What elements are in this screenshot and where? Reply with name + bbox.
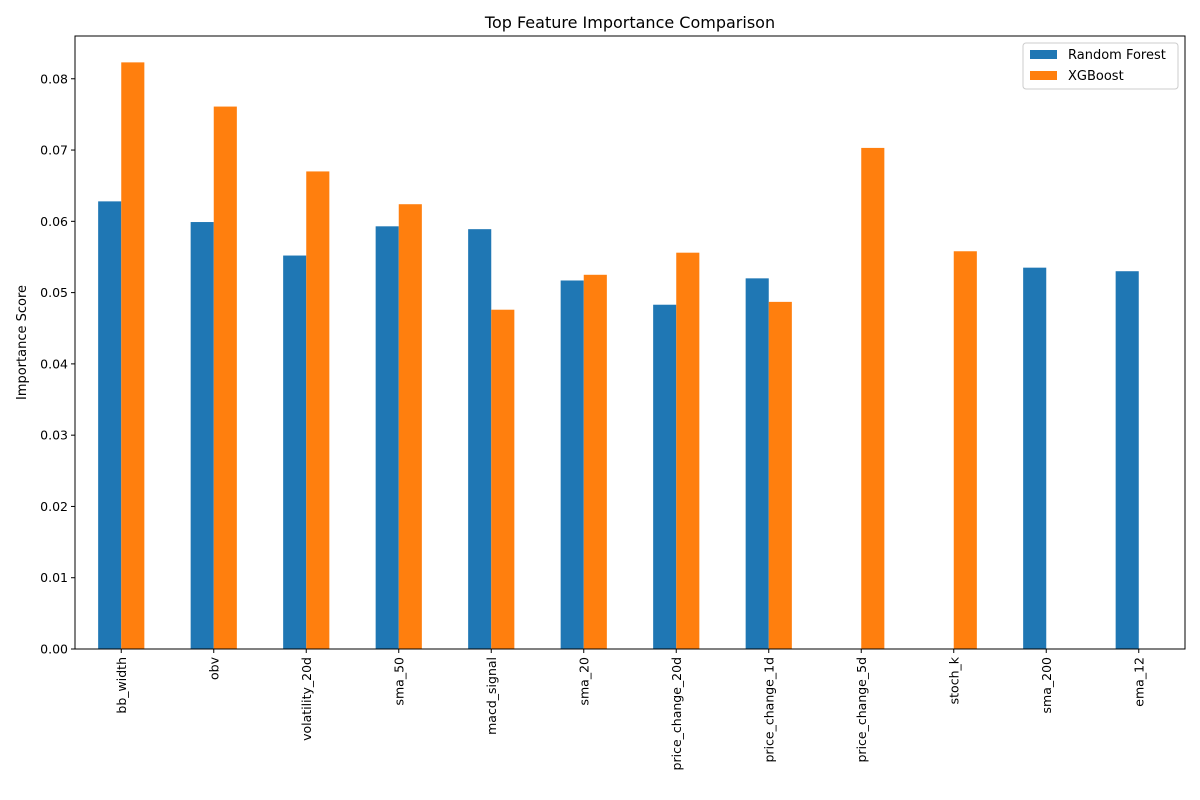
x-tick-label-sma_20: sma_20 bbox=[576, 657, 591, 706]
x-tick-label-stoch_k: stoch_k bbox=[946, 656, 961, 704]
bar-sma_50-random-forest bbox=[375, 226, 399, 649]
y-tick-label: 0.03 bbox=[40, 428, 68, 443]
bar-price_change_20d-random-forest bbox=[653, 304, 677, 649]
y-tick-label: 0.02 bbox=[40, 499, 68, 514]
x-tick-label-volatility_20d: volatility_20d bbox=[299, 657, 314, 741]
y-tick-label: 0.04 bbox=[40, 356, 68, 371]
y-tick-label: 0.05 bbox=[40, 285, 68, 300]
bar-sma_50-xgboost bbox=[398, 204, 422, 649]
bar-sma_200-random-forest bbox=[1023, 267, 1047, 649]
bar-bb_width-xgboost bbox=[121, 62, 145, 650]
bar-price_change_1d-random-forest bbox=[745, 278, 769, 649]
y-tick-label: 0.00 bbox=[40, 642, 68, 657]
x-tick-label-sma_200: sma_200 bbox=[1039, 657, 1054, 714]
legend-swatch-xgboost bbox=[1030, 71, 1057, 80]
bar-macd_signal-random-forest bbox=[468, 229, 492, 650]
bar-ema_12-random-forest bbox=[1115, 271, 1139, 649]
x-tick-label-macd_signal: macd_signal bbox=[484, 657, 499, 735]
bar-obv-random-forest bbox=[190, 222, 214, 649]
bar-obv-xgboost bbox=[213, 106, 237, 649]
bar-price_change_20d-xgboost bbox=[676, 252, 700, 650]
x-tick-label-price_change_20d: price_change_20d bbox=[669, 657, 684, 770]
y-tick-label: 0.07 bbox=[40, 143, 68, 158]
y-tick-label: 0.08 bbox=[40, 71, 68, 86]
x-tick-label-sma_50: sma_50 bbox=[391, 657, 406, 706]
x-tick-label-price_change_1d: price_change_1d bbox=[761, 657, 776, 763]
bar-price_change_1d-xgboost bbox=[768, 301, 792, 649]
legend-label-random-forest: Random Forest bbox=[1068, 48, 1166, 63]
plot-frame bbox=[74, 35, 1186, 650]
y-tick-label: 0.01 bbox=[40, 570, 68, 585]
x-tick-label-ema_12: ema_12 bbox=[1131, 657, 1146, 707]
bar-price_change_5d-xgboost bbox=[861, 147, 885, 649]
x-tick-label-price_change_5d: price_change_5d bbox=[854, 657, 869, 763]
legend-label-xgboost: XGBoost bbox=[1068, 69, 1124, 84]
y-axis-ticks: 0.00 0.01 0.02 0.03 0.04 0.05 0.06 0.07 0.08 bbox=[40, 71, 75, 657]
x-axis-ticks: bb_width obv volatility_20d sma_50 macd_sign… bbox=[114, 649, 1146, 770]
y-axis-label: Importance Score bbox=[15, 285, 30, 400]
bar-sma_20-random-forest bbox=[560, 280, 584, 649]
x-tick-label-obv: obv bbox=[206, 656, 221, 680]
y-tick-label: 0.06 bbox=[40, 214, 68, 229]
bar-volatility_20d-random-forest bbox=[283, 255, 307, 649]
chart-title: Top Feature Importance Comparison bbox=[484, 13, 775, 32]
legend-swatch-random-forest bbox=[1030, 50, 1057, 59]
bar-macd_signal-xgboost bbox=[491, 309, 515, 649]
bars-group bbox=[98, 62, 1139, 650]
x-tick-label-bb_width: bb_width bbox=[114, 657, 129, 714]
bar-bb_width-random-forest bbox=[98, 201, 122, 650]
legend: Random Forest XGBoost bbox=[1022, 42, 1179, 90]
bar-sma_20-xgboost bbox=[583, 274, 607, 649]
bar-volatility_20d-xgboost bbox=[306, 171, 330, 649]
bar-stoch_k-xgboost bbox=[953, 251, 977, 649]
legend-box bbox=[1022, 42, 1179, 90]
